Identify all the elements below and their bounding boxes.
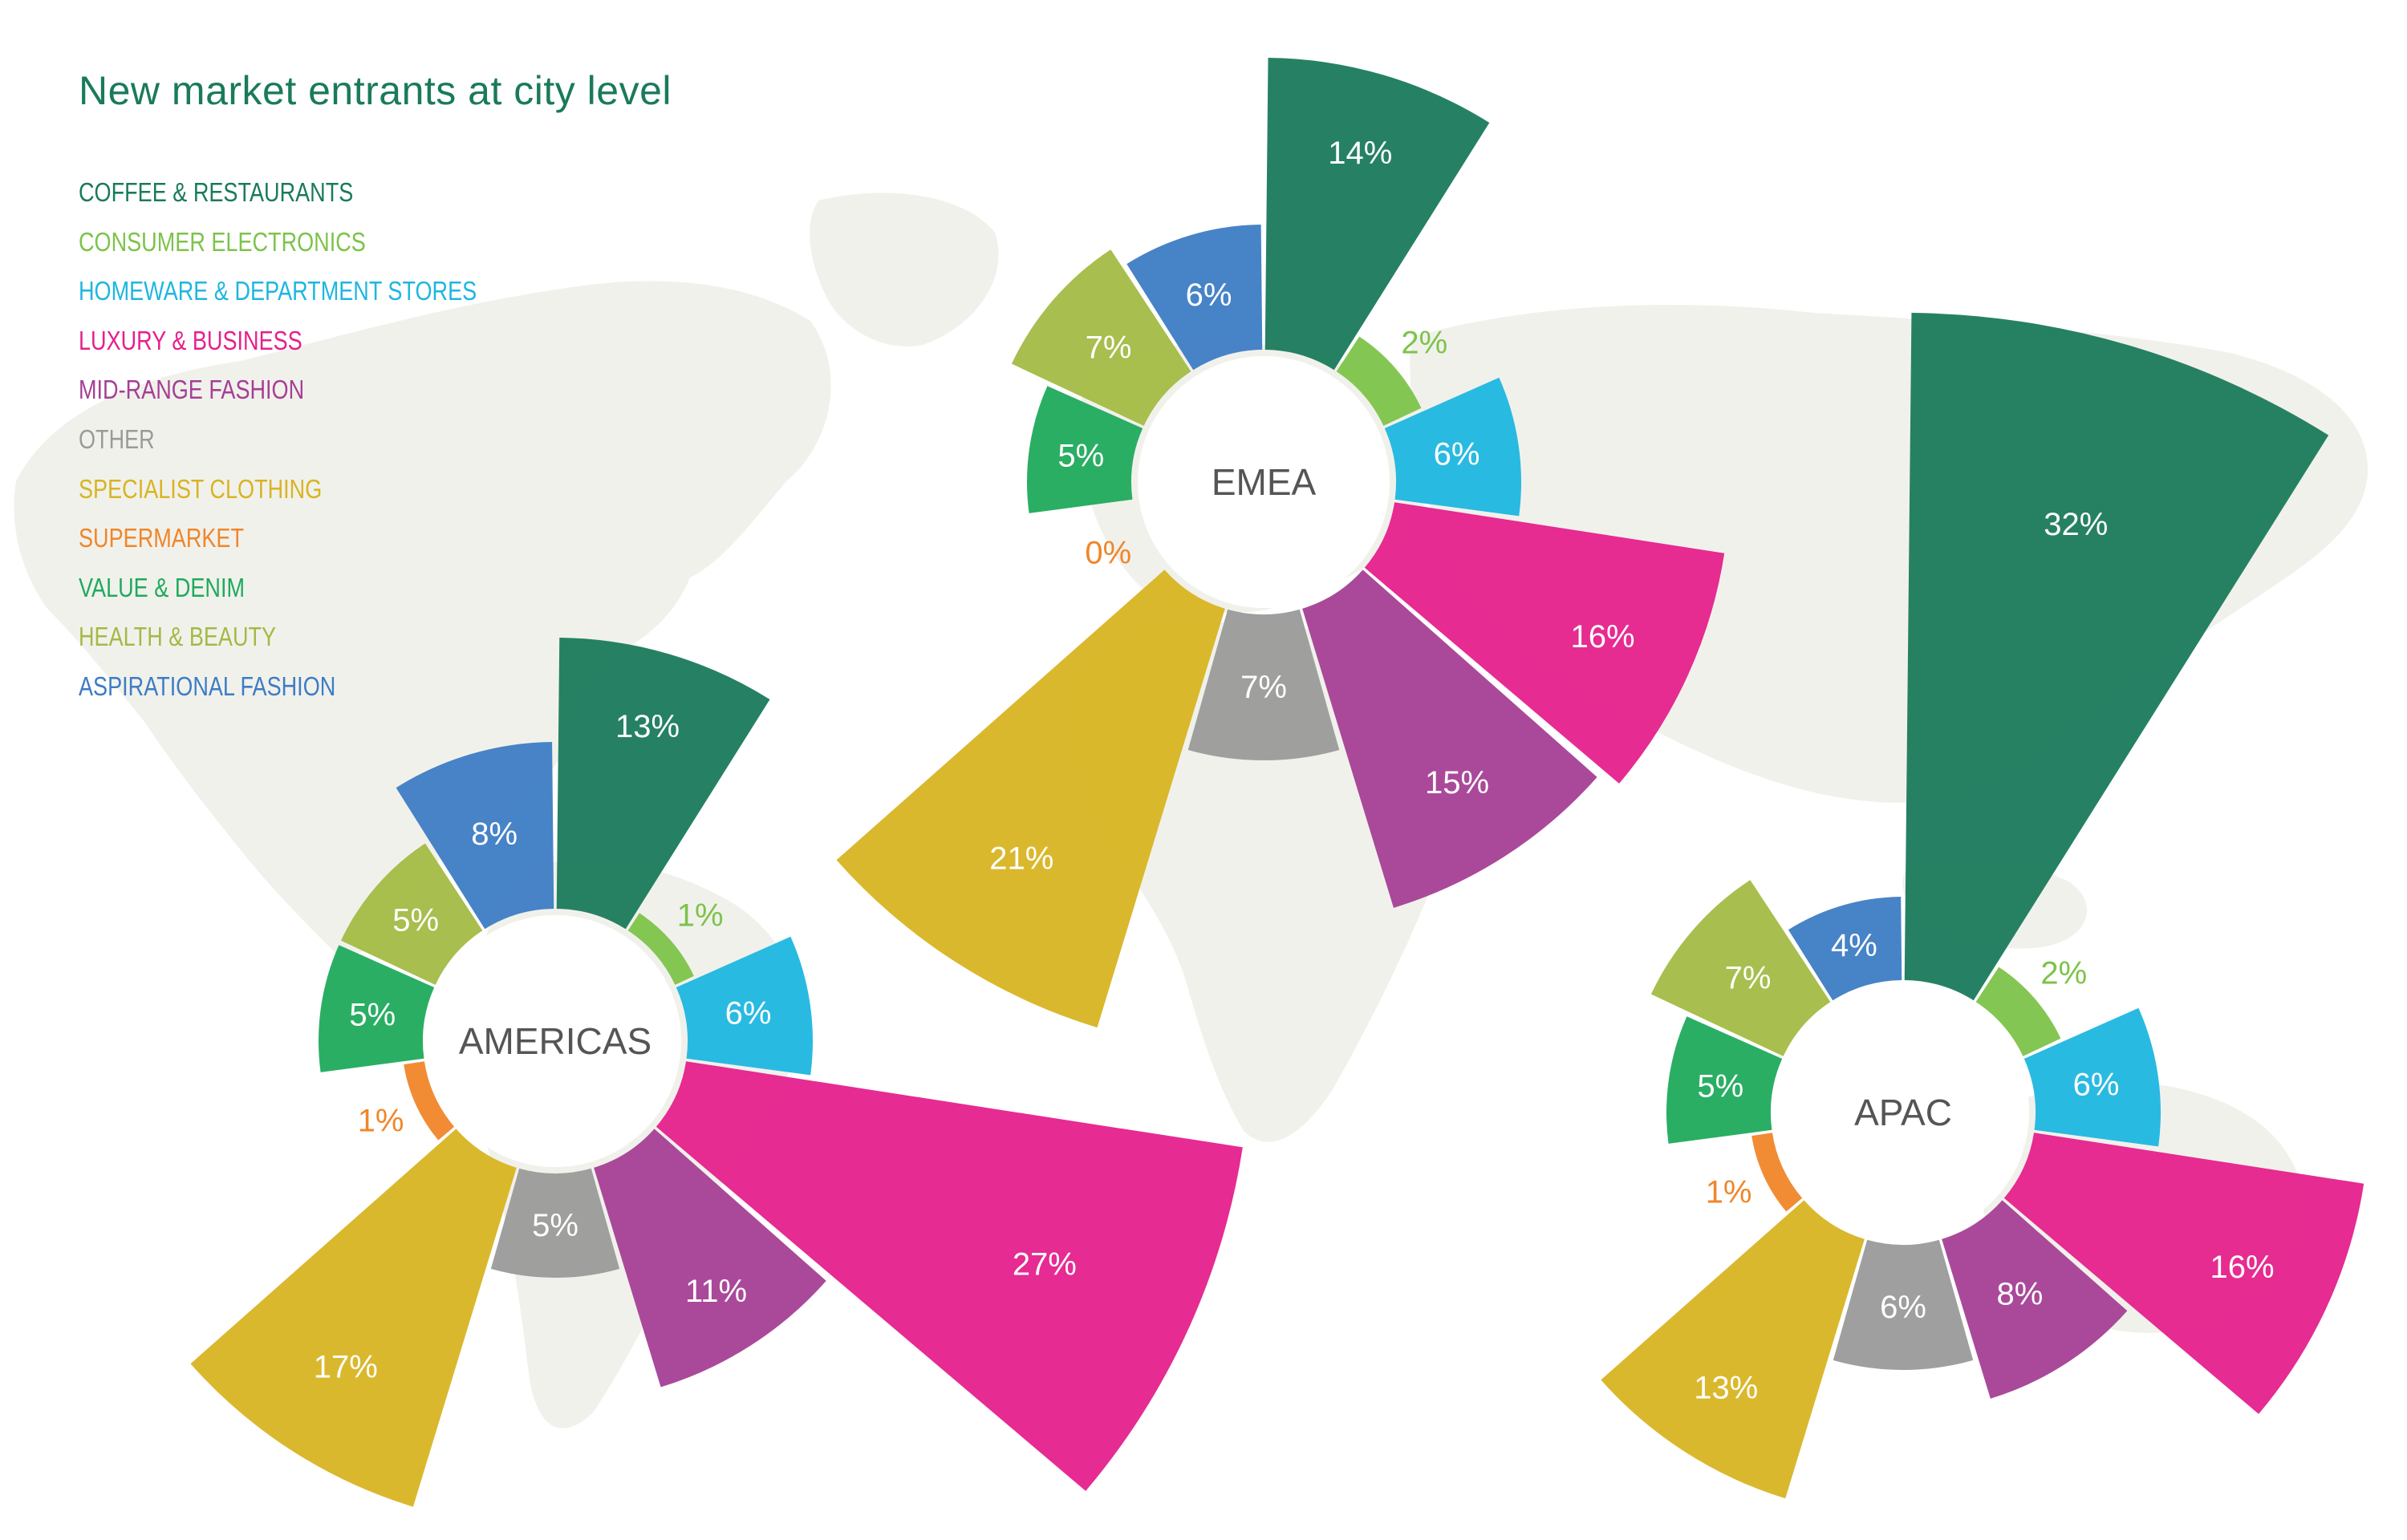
apac-label-specialist-clothing: 13%: [1694, 1371, 1758, 1406]
emea-wedge-other: [1187, 609, 1340, 760]
emea-label-aspirational-fashion: 6%: [1186, 278, 1232, 313]
legend-item-supermarket: SUPERMARKET: [79, 523, 244, 553]
americas-wedge-value-denim: [318, 945, 435, 1072]
emea-label-consumer-electronics: 2%: [1401, 325, 1447, 360]
americas-wedge-health-beauty: [340, 843, 483, 985]
legend-item-health-beauty: HEALTH & BEAUTY: [79, 622, 277, 652]
americas-wedge-luxury-business: [656, 1061, 1243, 1491]
legend-item-coffee-restaurants: COFFEE & RESTAURANTS: [79, 177, 354, 207]
emea-wedge-luxury-business: [1364, 502, 1725, 784]
legend-item-value-denim: VALUE & DENIM: [79, 572, 246, 602]
apac-label-supermarket: 1%: [1706, 1174, 1752, 1210]
americas-label-supermarket: 1%: [358, 1103, 404, 1138]
apac-label-other: 6%: [1880, 1290, 1926, 1325]
emea-wedge-coffee-restaurants: [1264, 58, 1490, 371]
chart-emea: 14% 2% 6% 16% 15% 7% 21% 0% 5% 7% 6% EMEA: [836, 58, 1725, 1028]
emea-label-specialist-clothing: 21%: [989, 841, 1053, 877]
apac-label-health-beauty: 7%: [1725, 960, 1772, 995]
apac-wedge-luxury-business: [2003, 1133, 2364, 1414]
americas-label-homeware-department-stores: 6%: [725, 995, 772, 1031]
apac-wedge-coffee-restaurants: [1904, 313, 2329, 1001]
apac-wedge-homeware-department-stores: [2023, 1007, 2161, 1147]
emea-label-supermarket: 0%: [1085, 535, 1131, 570]
americas-label-coffee-restaurants: 13%: [615, 709, 680, 744]
americas-wedge-consumer-electronics: [627, 913, 694, 985]
legend: COFFEE & RESTAURANTS CONSUMER ELECTRONIC…: [79, 172, 564, 716]
apac-wedge-health-beauty: [1650, 880, 1831, 1056]
emea-label-health-beauty: 7%: [1086, 330, 1132, 365]
americas-wedge-specialist-clothing: [190, 1129, 517, 1507]
legend-item-luxury-business: LUXURY & BUSINESS: [79, 325, 302, 355]
apac-wedge-mid-range-fashion: [1942, 1200, 2128, 1399]
apac-label-homeware-department-stores: 6%: [2073, 1067, 2120, 1102]
emea-label-coffee-restaurants: 14%: [1328, 136, 1392, 171]
apac-label-luxury-business: 16%: [2210, 1250, 2275, 1285]
emea-label-homeware-department-stores: 6%: [1434, 436, 1480, 472]
apac-wedge-supermarket: [1751, 1133, 1803, 1212]
americas-region-label: AMERICAS: [459, 1020, 651, 1062]
emea-label-other: 7%: [1240, 670, 1287, 705]
emea-region-label: EMEA: [1212, 461, 1317, 503]
emea-center: [1138, 356, 1390, 608]
legend-item-mid-range-fashion: MID-RANGE FASHION: [79, 375, 305, 405]
apac-region-label: APAC: [1854, 1092, 1952, 1133]
legend-item-other: OTHER: [79, 424, 155, 454]
legend-item-aspirational-fashion: ASPIRATIONAL FASHION: [79, 671, 336, 701]
apac-wedge-value-denim: [1666, 1016, 1783, 1144]
apac-wedge-aspirational-fashion: [1788, 897, 1902, 1001]
americas-label-consumer-electronics: 1%: [677, 898, 724, 933]
chart-americas: 13% 1% 6% 27% 11% 5% 17% 1% 5% 5% 8% AMERICAS: [190, 638, 1243, 1507]
legend-item-specialist-clothing: SPECIALIST CLOTHING: [79, 473, 323, 504]
emea-wedge-health-beauty: [1011, 249, 1191, 426]
americas-wedge-coffee-restaurants: [556, 638, 770, 930]
americas-label-health-beauty: 5%: [392, 902, 439, 938]
page-title: New market entrants at city level: [79, 68, 672, 113]
americas-label-specialist-clothing: 17%: [314, 1350, 378, 1385]
americas-wedge-mid-range-fashion: [594, 1129, 826, 1388]
legend-item-consumer-electronics: CONSUMER ELECTRONICS: [79, 226, 366, 257]
americas-wedge-aspirational-fashion: [396, 742, 554, 930]
apac-label-aspirational-fashion: 4%: [1831, 928, 1877, 963]
americas-wedge-other: [490, 1168, 620, 1278]
americas-wedge-supermarket: [404, 1061, 455, 1141]
americas-label-aspirational-fashion: 8%: [471, 817, 518, 852]
map-north-america: [14, 281, 831, 957]
emea-wedge-mid-range-fashion: [1302, 569, 1597, 908]
map-greenland: [810, 192, 999, 346]
emea-wedge-specialist-clothing: [836, 569, 1225, 1028]
americas-center: [429, 915, 681, 1167]
americas-label-luxury-business: 27%: [1013, 1247, 1077, 1283]
legend-item-homeware-department-stores: HOMEWARE & DEPARTMENT STORES: [79, 276, 477, 306]
apac-label-value-denim: 5%: [1697, 1068, 1743, 1104]
apac-label-consumer-electronics: 2%: [2040, 955, 2087, 991]
americas-label-mid-range-fashion: 11%: [685, 1274, 747, 1309]
emea-wedge-aspirational-fashion: [1126, 225, 1263, 371]
americas-label-value-denim: 5%: [349, 997, 396, 1032]
apac-wedge-other: [1833, 1239, 1974, 1370]
apac-wedge-consumer-electronics: [1975, 967, 2061, 1056]
americas-wedge-homeware-department-stores: [676, 936, 814, 1076]
apac-wedge-specialist-clothing: [1601, 1200, 1865, 1499]
chart-apac: 32% 2% 6% 16% 8% 6% 13% 1% 5% 7% 4% APAC: [1601, 313, 2364, 1499]
emea-wedge-homeware-department-stores: [1384, 377, 1521, 517]
americas-label-other: 5%: [532, 1208, 578, 1243]
emea-label-mid-range-fashion: 15%: [1425, 765, 1489, 800]
apac-label-coffee-restaurants: 32%: [2044, 507, 2108, 542]
emea-wedge-value-denim: [1027, 386, 1143, 513]
emea-label-luxury-business: 16%: [1571, 619, 1635, 654]
apac-center: [1777, 987, 2029, 1238]
emea-wedge-consumer-electronics: [1336, 336, 1422, 426]
apac-label-mid-range-fashion: 8%: [1997, 1276, 2044, 1311]
emea-label-value-denim: 5%: [1057, 438, 1104, 473]
